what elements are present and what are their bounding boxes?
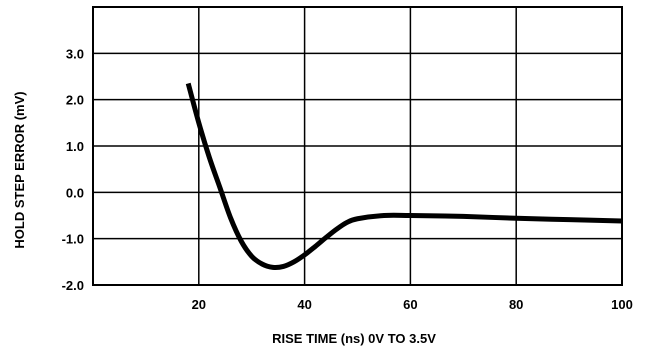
y-tick-label: 0.0 xyxy=(66,185,84,200)
x-tick-label: 20 xyxy=(192,297,206,312)
plot-frame-rect xyxy=(92,6,623,286)
x-axis-title: RISE TIME (ns) 0V TO 3.5V xyxy=(272,331,436,346)
x-tick-labels: 20 40 60 80 100 xyxy=(192,297,633,312)
grid xyxy=(93,7,623,286)
series-line-0 xyxy=(185,82,623,271)
x-tick-label: 80 xyxy=(509,297,523,312)
y-tick-label: 2.0 xyxy=(66,93,84,108)
y-tick-labels: -2.0 -1.0 0.0 1.0 2.0 3.0 xyxy=(62,46,84,293)
plot-frame xyxy=(92,6,623,286)
series-group xyxy=(185,82,623,271)
y-axis-title: HOLD STEP ERROR (mV) xyxy=(12,91,27,248)
y-tick-label: 1.0 xyxy=(66,139,84,154)
y-tick-label: -1.0 xyxy=(62,232,84,247)
y-tick-label: -2.0 xyxy=(62,278,84,293)
x-tick-label: 60 xyxy=(403,297,417,312)
x-tick-label: 40 xyxy=(297,297,311,312)
y-tick-label: 3.0 xyxy=(66,46,84,61)
x-tick-label: 100 xyxy=(611,297,633,312)
